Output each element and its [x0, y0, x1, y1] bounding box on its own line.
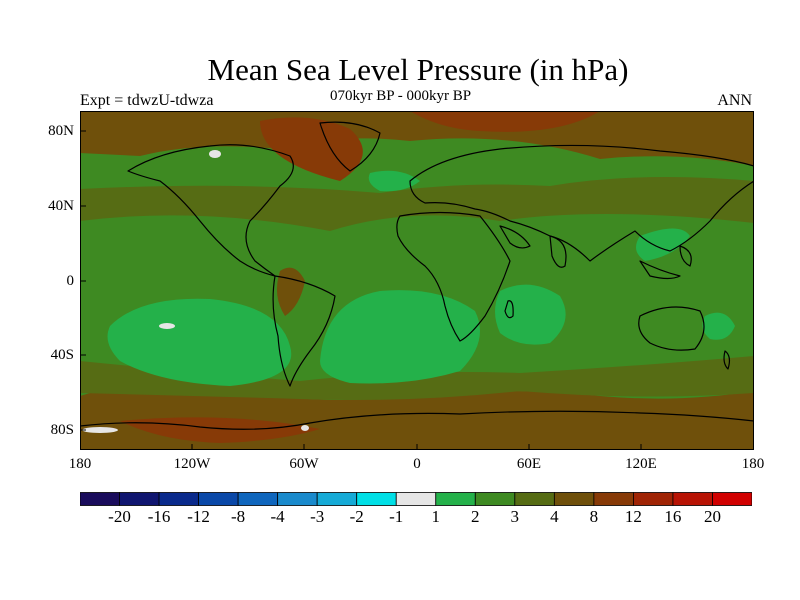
colorbar-label: -8: [231, 507, 246, 526]
arctic-brown-band: [80, 111, 754, 166]
arctic-red-band: [260, 117, 363, 181]
colorbar-label: 4: [550, 507, 559, 526]
colorbar-label: -2: [349, 507, 364, 526]
colorbar-label: 16: [664, 507, 682, 526]
x-tick-label: 180: [68, 456, 92, 472]
pacific-white-patch: [159, 323, 175, 329]
colorbar-label: 8: [589, 507, 599, 526]
pressure-map: [80, 111, 754, 450]
colorbar-box: [672, 492, 713, 506]
colorbar: [80, 492, 752, 506]
colorbar-box: [158, 492, 199, 506]
y-tick-label: 40N: [48, 198, 74, 214]
colorbar-box: [514, 492, 555, 506]
chart-title: Mean Sea Level Pressure (in hPa): [207, 52, 629, 87]
asia-green-patch: [636, 228, 690, 261]
x-tick-label: 120W: [173, 456, 211, 472]
x-tick-label: 60W: [289, 456, 319, 472]
season-label: ANN: [717, 92, 752, 109]
y-tick-label: 80S: [50, 422, 74, 438]
colorbar-box: [198, 492, 239, 506]
antarctic-white-patch-1: [82, 427, 118, 433]
colorbar-label: 3: [510, 507, 520, 526]
x-tick-label: 60E: [516, 456, 542, 472]
x-axis-ticks: [191, 444, 642, 450]
colorbar-box: [633, 492, 674, 506]
colorbar-box: [553, 492, 595, 506]
colorbar-label: -20: [108, 507, 131, 526]
colorbar-label: 2: [471, 507, 480, 526]
y-tick-label: 0: [66, 273, 75, 289]
south-pacific-high: [107, 298, 292, 386]
colorbar-box: [593, 492, 634, 506]
colorbar-label: -1: [389, 507, 404, 526]
y-tick-label: 40S: [50, 347, 74, 363]
arctic-white-patch: [209, 150, 221, 158]
colorbar-box: [237, 492, 279, 506]
colorbar-box: [435, 492, 476, 506]
colorbar-box: [395, 492, 437, 506]
colorbar-box: [316, 492, 358, 506]
colorbar-label: 20: [704, 507, 721, 526]
colorbar-box: [474, 492, 516, 506]
indian-ocean-high: [495, 284, 566, 345]
arctic-red-band-2: [410, 111, 600, 132]
colorbar-label: 1: [431, 507, 441, 526]
colorbar-box: [277, 492, 318, 506]
colorbar-box: [356, 492, 397, 506]
colorbar-label: -12: [187, 507, 210, 526]
colorbar-box: [712, 492, 752, 506]
atlantic-green-patch: [368, 170, 420, 192]
x-tick-label: 180: [741, 456, 765, 472]
colorbar-label: 12: [624, 507, 642, 526]
nh-olive-band: [80, 177, 754, 231]
antarctic-white-patch-2: [301, 425, 309, 431]
south-atlantic-high: [320, 290, 480, 384]
y-axis-ticks: [80, 130, 86, 431]
colorbar-label: -3: [310, 507, 325, 526]
australia-green-patch: [702, 312, 735, 340]
colorbar-label: -16: [147, 507, 171, 526]
x-tick-label: 120E: [625, 456, 657, 472]
colorbar-box: [80, 492, 120, 506]
y-tick-label: 80N: [48, 123, 74, 139]
chart-subtitle: 070kyr BP - 000kyr BP: [330, 88, 472, 104]
colorbar-label: -4: [270, 507, 285, 526]
x-tick-label: 0: [413, 456, 421, 472]
south-america-brown: [276, 267, 305, 316]
coastlines: [80, 121, 754, 430]
experiment-label: Expt = tdwzU-tdwza: [80, 92, 214, 109]
colorbar-box: [119, 492, 160, 506]
